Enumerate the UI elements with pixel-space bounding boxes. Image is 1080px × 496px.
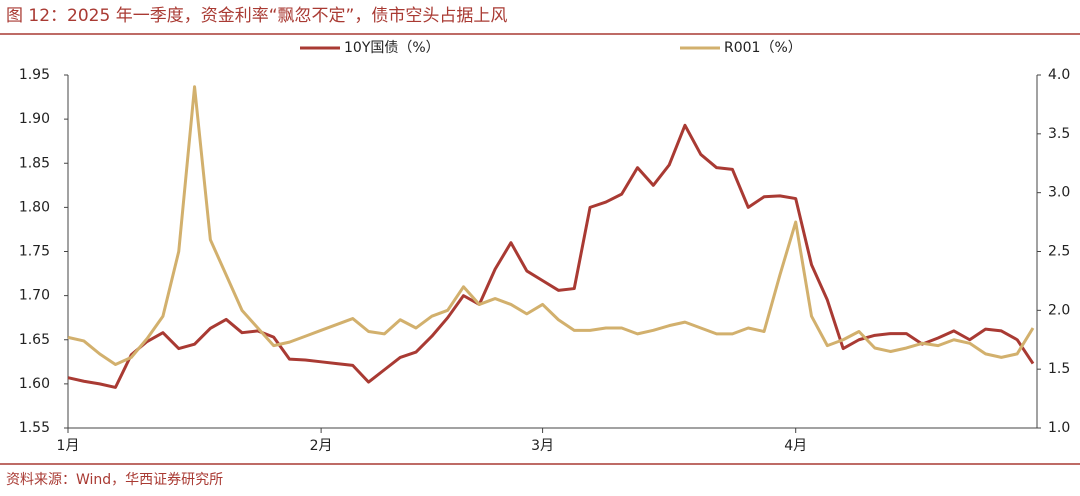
series-line	[67, 123, 1035, 389]
x-tick-label: 2月	[310, 438, 333, 454]
y-tick-label: 1.75	[19, 244, 50, 260]
x-tick-label: 1月	[57, 438, 80, 454]
y-tick-label: 1.80	[19, 199, 50, 215]
y2-tick-label: 1.0	[1048, 420, 1070, 436]
source: 资料来源：Wind，华西证券研究所	[6, 472, 223, 488]
x-tick-label: 3月	[531, 438, 554, 454]
x-tick-label: 4月	[784, 438, 807, 454]
y-tick-label: 1.85	[19, 155, 50, 171]
y-tick-label: 1.55	[19, 420, 50, 436]
chart-title: 图 12：2025 年一季度，资金利率“飘忽不定”，债市空头占据上风	[6, 6, 507, 26]
y2-tick-label: 2.0	[1048, 302, 1070, 318]
y2-tick-label: 3.5	[1048, 126, 1070, 142]
y2-tick-label: 2.5	[1048, 244, 1070, 260]
y-tick-label: 1.60	[19, 376, 50, 392]
y-tick-label: 1.70	[19, 288, 50, 304]
y-tick-label: 1.95	[19, 67, 50, 83]
y-tick-label: 1.65	[19, 332, 50, 348]
legend-label: 10Y国债（%）	[344, 40, 440, 56]
legend-label: R001（%）	[724, 40, 802, 56]
y-tick-label: 1.90	[19, 111, 50, 127]
y2-tick-label: 4.0	[1048, 67, 1070, 83]
series-line	[67, 85, 1035, 366]
y2-tick-label: 3.0	[1048, 185, 1070, 201]
y2-tick-label: 1.5	[1048, 361, 1070, 377]
